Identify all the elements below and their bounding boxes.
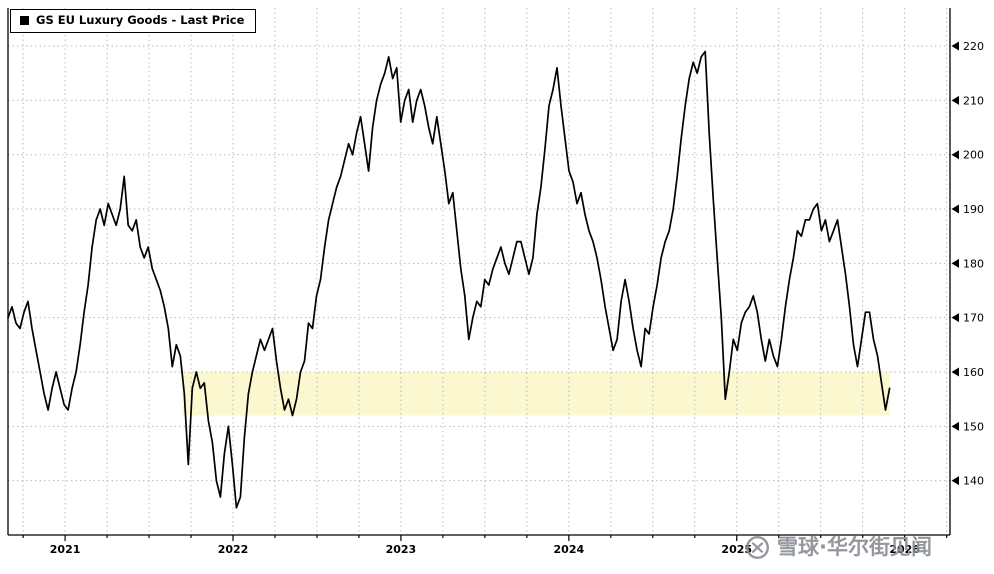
y-tick-arrow-icon: [951, 204, 959, 214]
y-tick-label: 220: [963, 40, 984, 53]
y-tick-arrow-icon: [951, 476, 959, 486]
x-tick-label: 2023: [386, 543, 417, 556]
grid-lines: [8, 8, 950, 535]
y-tick-label: 150: [963, 420, 984, 433]
x-axis-labels: 2021 2022 2023 2024 2025 2026: [50, 543, 921, 556]
xueqiu-logo-icon: [745, 535, 770, 560]
y-tick-arrow-icon: [951, 150, 959, 160]
highlight-band-rect: [182, 372, 890, 416]
price-polyline: [7, 50, 891, 509]
y-tick-label: 200: [963, 149, 984, 162]
x-tick-label: 2025: [721, 543, 752, 556]
y-tick-arrow-icon: [951, 258, 959, 268]
y-tick-arrow-icon: [951, 367, 959, 377]
highlight-band: [182, 372, 890, 416]
watermark: 雪球·华尔街见闻: [745, 535, 932, 560]
legend-label: GS EU Luxury Goods - Last Price: [36, 13, 245, 27]
y-tick-label: 140: [963, 475, 984, 488]
x-tick-label: 2024: [554, 543, 585, 556]
y-tick-label: 160: [963, 366, 984, 379]
legend-box: GS EU Luxury Goods - Last Price: [10, 9, 257, 33]
price-line-series: [7, 50, 891, 509]
watermark-text: 雪球·华尔街见闻: [777, 535, 932, 559]
y-tick-arrow-icon: [951, 95, 959, 105]
y-tick-label: 210: [963, 94, 984, 107]
y-tick-label: 190: [963, 203, 984, 216]
x-tick-label: 2021: [50, 543, 81, 556]
y-tick-arrow-icon: [951, 421, 959, 431]
axes: [7, 8, 951, 541]
y-axis-labels: 140 150 160 170 180 190 200 210 220: [951, 40, 984, 488]
x-tick-label: 2022: [218, 543, 249, 556]
x-tick-label: 2026: [889, 543, 920, 556]
y-tick-label: 180: [963, 257, 984, 270]
y-tick-label: 170: [963, 312, 984, 325]
y-tick-arrow-icon: [951, 41, 959, 51]
legend-swatch-icon: [20, 16, 29, 26]
y-tick-arrow-icon: [951, 313, 959, 323]
